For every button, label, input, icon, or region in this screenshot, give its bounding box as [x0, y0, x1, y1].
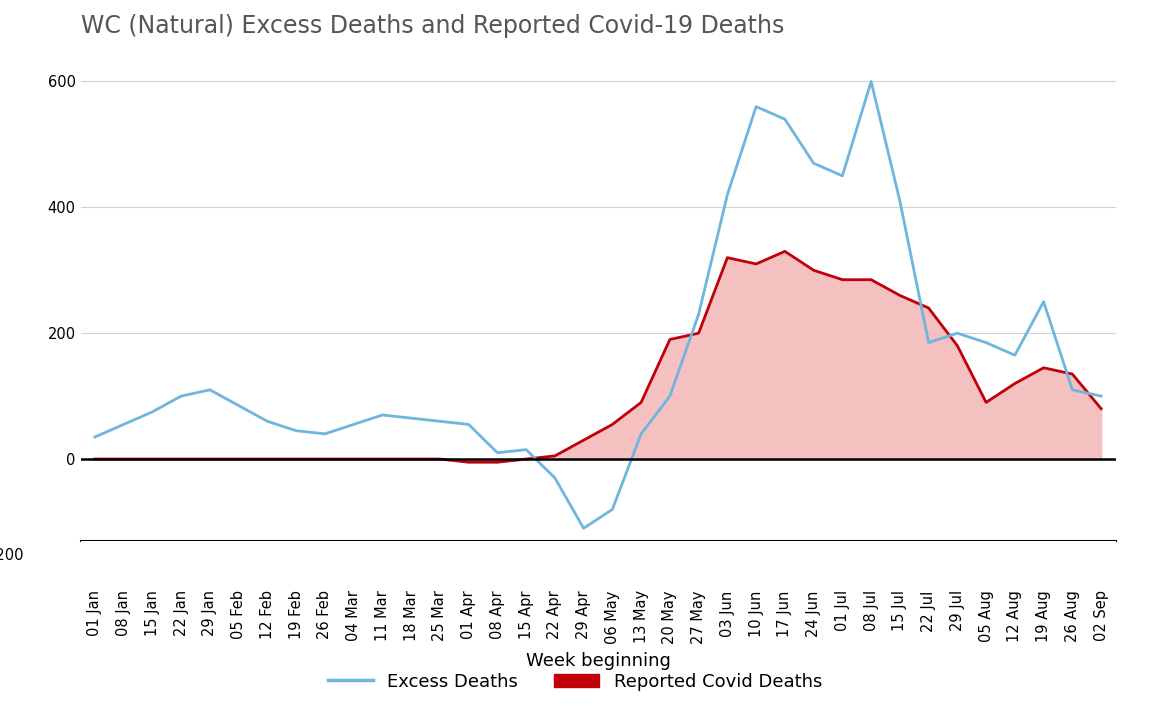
Legend: Excess Deaths, Reported Covid Deaths: Excess Deaths, Reported Covid Deaths [321, 665, 829, 698]
Text: WC (Natural) Excess Deaths and Reported Covid-19 Deaths: WC (Natural) Excess Deaths and Reported … [81, 14, 784, 39]
Text: -200: -200 [0, 548, 24, 563]
X-axis label: Week beginning: Week beginning [526, 652, 670, 670]
